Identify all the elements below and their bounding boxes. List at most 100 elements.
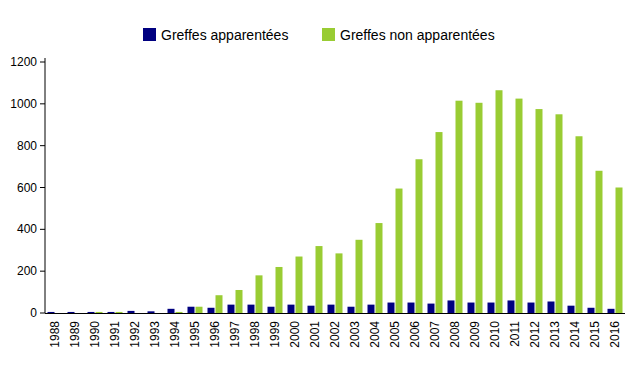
x-tick-label: 2010 xyxy=(488,321,502,348)
bar xyxy=(308,306,315,313)
y-tick-label: 1000 xyxy=(10,97,37,111)
x-tick-label: 2007 xyxy=(428,321,442,348)
x-tick-label: 1996 xyxy=(208,321,222,348)
bar xyxy=(376,223,383,313)
x-tick-label: 2002 xyxy=(328,321,342,348)
x-tick-label: 1997 xyxy=(228,321,242,348)
bar xyxy=(328,305,335,313)
bar xyxy=(368,305,375,313)
x-tick-label: 1990 xyxy=(88,321,102,348)
x-tick-label: 1992 xyxy=(128,321,142,348)
y-tick xyxy=(40,313,45,314)
x-axis xyxy=(45,313,625,314)
legend-swatch xyxy=(322,28,335,41)
bar xyxy=(128,311,135,313)
x-tick-label: 2000 xyxy=(288,321,302,348)
bar xyxy=(496,90,503,313)
bar xyxy=(136,313,143,314)
bar xyxy=(76,313,83,314)
bar xyxy=(448,300,455,313)
x-tick-label: 2013 xyxy=(548,321,562,348)
bar xyxy=(276,267,283,313)
bar xyxy=(196,307,203,313)
x-tick-label: 1991 xyxy=(108,321,122,348)
bar xyxy=(516,99,523,313)
x-tick-label: 2003 xyxy=(348,321,362,348)
bar xyxy=(168,309,175,313)
bar xyxy=(268,307,275,313)
y-tick-label: 600 xyxy=(17,181,37,195)
bar xyxy=(228,305,235,313)
legend-label: Greffes apparentées xyxy=(161,27,288,43)
bar xyxy=(416,159,423,313)
y-tick-label: 400 xyxy=(17,222,37,236)
bar xyxy=(96,312,103,313)
bar xyxy=(608,309,615,313)
bar xyxy=(236,290,243,313)
bar xyxy=(596,171,603,313)
bar xyxy=(156,313,163,314)
x-tick-label: 2016 xyxy=(608,321,622,348)
x-tick-label: 1999 xyxy=(268,321,282,348)
bar xyxy=(316,246,323,313)
x-tick-label: 2009 xyxy=(468,321,482,348)
bars xyxy=(48,90,623,313)
legend-label: Greffes non apparentées xyxy=(340,27,495,43)
bar xyxy=(396,189,403,313)
bar xyxy=(588,308,595,313)
bar xyxy=(256,275,263,313)
bar xyxy=(468,303,475,313)
bar xyxy=(188,307,195,313)
x-tick-label: 2008 xyxy=(448,321,462,348)
bar xyxy=(248,305,255,313)
bar xyxy=(548,301,555,313)
y-tick xyxy=(40,103,45,104)
y-tick-label: 200 xyxy=(17,264,37,278)
x-tick-label: 2004 xyxy=(368,321,382,348)
chart: 0200400600800100012001988198919901991199… xyxy=(0,0,643,372)
bar xyxy=(388,303,395,313)
bar xyxy=(408,303,415,313)
bar xyxy=(436,132,443,313)
x-tick-label: 2005 xyxy=(388,321,402,348)
x-tick-label: 1989 xyxy=(68,321,82,348)
bar xyxy=(576,136,583,313)
x-tick-label: 1995 xyxy=(188,321,202,348)
bar xyxy=(428,304,435,313)
x-tick-label: 2012 xyxy=(528,321,542,348)
bar xyxy=(488,303,495,313)
x-tick-label: 2001 xyxy=(308,321,322,348)
bar xyxy=(556,114,563,313)
x-tick-label: 2006 xyxy=(408,321,422,348)
bar xyxy=(348,307,355,313)
bar xyxy=(176,312,183,313)
bar xyxy=(116,312,123,313)
bar xyxy=(216,295,223,313)
bar xyxy=(48,312,55,313)
y-tick xyxy=(40,62,45,63)
bar xyxy=(568,306,575,313)
bar xyxy=(528,303,535,313)
y-tick-label: 0 xyxy=(30,306,37,320)
bar xyxy=(536,109,543,313)
y-tick xyxy=(40,229,45,230)
bar xyxy=(56,313,63,314)
bar xyxy=(508,300,515,313)
bar xyxy=(336,253,343,313)
y-tick xyxy=(40,145,45,146)
bar xyxy=(208,308,215,313)
bar xyxy=(476,103,483,313)
y-tick-label: 1200 xyxy=(10,55,37,69)
x-tick-label: 2011 xyxy=(508,321,522,347)
x-tick-label: 1998 xyxy=(248,321,262,348)
bar xyxy=(108,312,115,313)
x-tick-label: 2015 xyxy=(588,321,602,348)
x-tick-label: 1988 xyxy=(48,321,62,348)
bar xyxy=(616,188,623,314)
legend-swatch xyxy=(143,28,156,41)
y-axis xyxy=(45,58,46,313)
x-tick-label: 2014 xyxy=(568,321,582,348)
bar xyxy=(68,312,75,313)
bar xyxy=(296,257,303,313)
bar xyxy=(456,101,463,313)
